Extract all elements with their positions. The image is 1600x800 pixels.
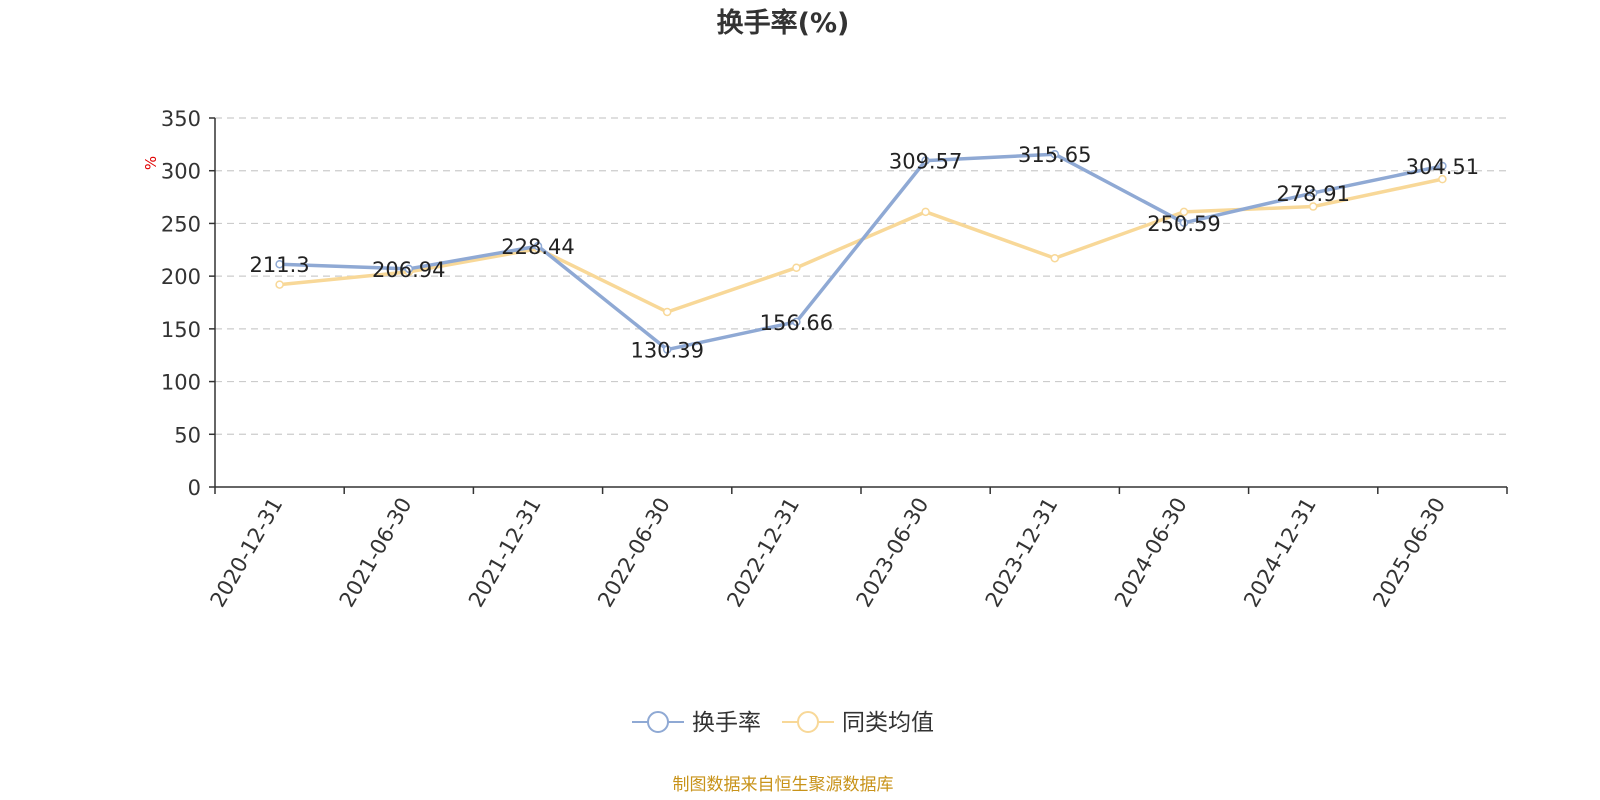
data-point	[1179, 218, 1189, 228]
data-label: 156.66	[760, 311, 833, 335]
x-tick-label: 2021-06-30	[335, 494, 417, 612]
data-point	[1050, 253, 1060, 263]
y-tick-label: 250	[161, 212, 201, 236]
data-point	[275, 259, 284, 269]
y-tick-label: 200	[161, 265, 201, 289]
x-tick-label: 2024-06-30	[1110, 494, 1192, 612]
x-tick-label: 2025-06-30	[1368, 494, 1450, 612]
legend-marker-circle-icon	[797, 711, 819, 733]
data-label: 304.51	[1406, 155, 1479, 179]
data-label: 309.57	[889, 150, 962, 174]
y-tick-label: 100	[161, 371, 201, 395]
data-point	[404, 264, 414, 274]
y-tick-label: 0	[188, 476, 201, 500]
data-point	[921, 207, 930, 217]
y-tick-label: 150	[161, 318, 201, 342]
x-tick-label: 2021-12-31	[464, 494, 546, 612]
x-tick-label: 2022-06-30	[593, 494, 675, 612]
data-label: 130.39	[630, 339, 703, 363]
x-tick-label: 2020-12-31	[206, 494, 288, 612]
legend-item-peer-average[interactable]: 同类均值	[782, 710, 934, 736]
x-tick-label: 2023-12-31	[981, 494, 1063, 612]
data-label: 250.59	[1147, 212, 1220, 236]
y-tick-label: 300	[161, 160, 201, 184]
source-note: 制图数据来自恒生聚源数据库	[673, 775, 894, 795]
data-point	[662, 345, 672, 354]
data-point	[921, 156, 930, 165]
legend-marker-circle-icon	[647, 711, 669, 733]
series-line	[279, 152, 1443, 352]
chart-title: 换手率(%)	[717, 7, 850, 39]
legend-label-turnover: 换手率	[692, 710, 761, 736]
data-point	[533, 241, 543, 251]
y-axis-label: %	[142, 156, 160, 170]
data-point	[662, 307, 672, 317]
legend-item-turnover[interactable]: 换手率	[632, 710, 761, 736]
data-point	[1438, 161, 1447, 171]
x-tick-label: 2022-12-31	[722, 494, 804, 612]
y-tick-label: 350	[161, 107, 201, 131]
data-label: 315.65	[1018, 143, 1091, 167]
data-label: 278.91	[1276, 182, 1349, 206]
data-label: 211.3	[250, 253, 310, 277]
data-point	[792, 263, 801, 272]
x-tick-label: 2023-06-30	[852, 494, 934, 612]
data-point	[1179, 207, 1189, 217]
y-tick-label: 50	[174, 423, 201, 447]
series-line	[279, 177, 1443, 314]
data-label: 206.94	[372, 258, 445, 282]
data-labels: 211.3 206.94 228.44 130.39 156.66 309.57 315.6…	[250, 143, 1480, 362]
data-point	[1438, 174, 1447, 184]
legend: 换手率 同类均值	[632, 710, 934, 736]
data-label: 228.44	[501, 235, 574, 259]
x-tick-label: 2024-12-31	[1239, 494, 1321, 612]
data-point	[1308, 188, 1318, 198]
data-point	[792, 317, 801, 327]
legend-label-peer-average: 同类均值	[842, 710, 934, 736]
data-point	[1308, 202, 1318, 211]
data-point	[1050, 149, 1060, 159]
series-layer	[275, 149, 1447, 354]
data-point	[275, 280, 284, 289]
